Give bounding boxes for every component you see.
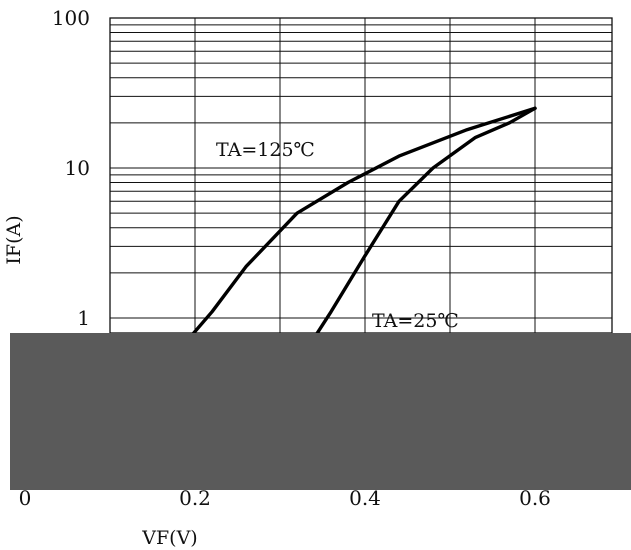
y-tick-label: 1: [77, 306, 90, 330]
annotation-ta-125: TA=125℃: [216, 139, 315, 161]
x-axis-title: VF(V): [141, 527, 197, 549]
shaded-lower-band: [10, 333, 631, 490]
y-tick-label: 10: [65, 156, 90, 180]
y-axis-title: IF(A): [3, 215, 25, 264]
x-tick-label: 0.2: [179, 486, 211, 510]
x-tick-label: 0: [19, 486, 32, 510]
annotation-ta-25: TA=25℃: [372, 310, 459, 332]
x-tick-label: 0.6: [519, 486, 551, 510]
grid: [109, 17, 612, 333]
y-tick-label: 100: [52, 6, 90, 30]
x-tick-label: 0.4: [349, 486, 381, 510]
